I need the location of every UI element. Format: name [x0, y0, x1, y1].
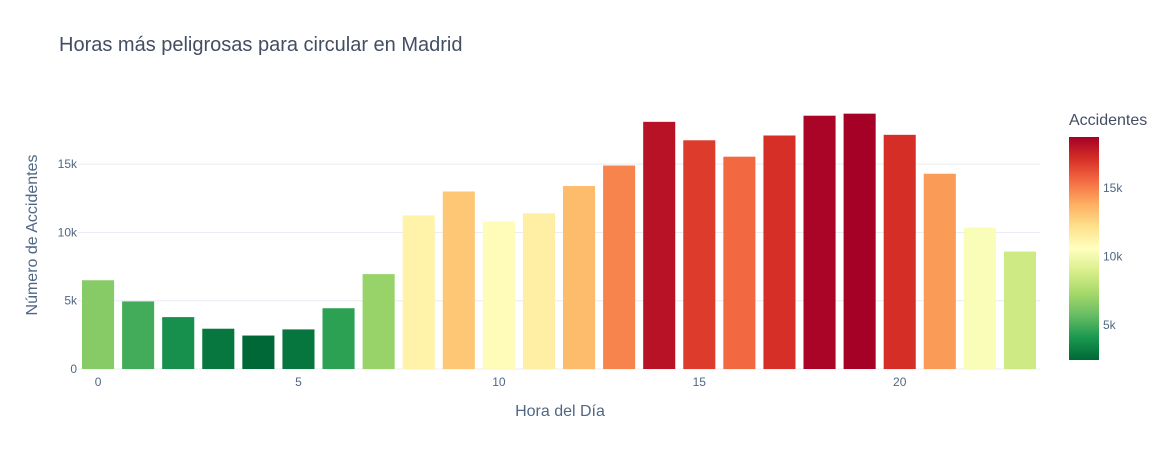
bar-hour-14: [643, 121, 676, 369]
x-axis-ticks: 0 5 10 15 20: [95, 375, 907, 389]
y-axis-title: Número de Accidentes: [24, 155, 41, 316]
bar-hour-1: [122, 301, 155, 369]
bar-hour-19: [843, 113, 876, 370]
bar-hour-15: [683, 140, 716, 369]
colorbar-ticks: 5k 10k 15k: [1103, 181, 1123, 332]
y-axis-ticks: 0 5k 10k 15k: [58, 157, 78, 376]
bar-hour-6: [322, 308, 355, 369]
bar-hour-7: [362, 274, 395, 369]
gridlines: [78, 163, 1040, 370]
bar-hour-5: [282, 329, 315, 369]
y-tick-label: 5k: [64, 294, 78, 308]
x-tick-label: 15: [693, 375, 707, 389]
colorbar-tick-label: 5k: [1103, 318, 1117, 332]
bar-hour-8: [402, 215, 435, 369]
colorbar-gradient: [1069, 137, 1099, 360]
x-tick-label: 20: [893, 375, 907, 389]
bar-hour-21: [923, 173, 956, 369]
y-tick-label: 10k: [58, 225, 78, 239]
bars: [82, 113, 1036, 370]
x-axis-title: Hora del Día: [515, 403, 605, 420]
bar-hour-10: [482, 221, 515, 369]
colorbar-tick-label: 10k: [1103, 249, 1123, 263]
x-tick-label: 5: [295, 375, 302, 389]
bar-hour-4: [242, 335, 275, 369]
bar-hour-22: [963, 227, 996, 369]
bar-hour-23: [1003, 251, 1036, 369]
bar-hour-2: [162, 317, 195, 369]
bar-hour-20: [883, 134, 916, 369]
bar-hour-12: [563, 186, 596, 369]
x-tick-label: 10: [492, 375, 506, 389]
bar-hour-9: [442, 191, 475, 369]
bar-hour-13: [603, 165, 636, 369]
bar-hour-16: [723, 156, 756, 369]
bar-hour-3: [202, 328, 235, 369]
y-tick-label: 15k: [58, 157, 78, 171]
y-tick-label: 0: [70, 362, 77, 376]
bar-hour-0: [82, 280, 115, 369]
bar-hour-11: [522, 213, 555, 369]
colorbar-tick-label: 15k: [1103, 181, 1123, 195]
colorbar-title: Accidentes: [1069, 112, 1147, 129]
colorbar: Accidentes 5k 10k 15k: [1069, 112, 1147, 360]
bar-hour-17: [763, 135, 796, 369]
bar-hour-18: [803, 115, 836, 369]
x-tick-label: 0: [95, 375, 102, 389]
chart-title: Horas más peligrosas para circular en Ma…: [59, 34, 463, 56]
